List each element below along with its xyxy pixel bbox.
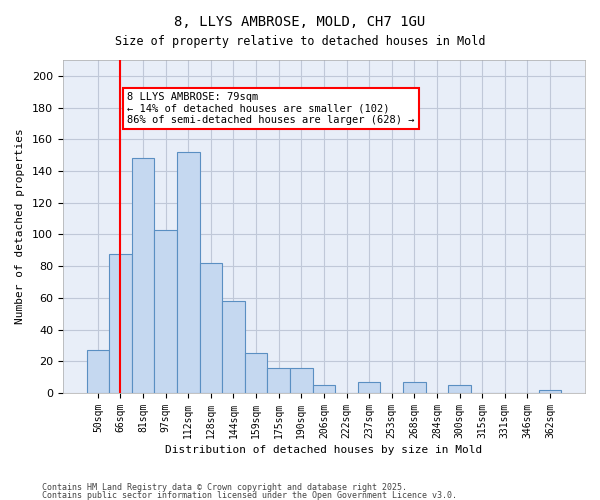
Bar	[358, 382, 380, 393]
Text: Size of property relative to detached houses in Mold: Size of property relative to detached ho…	[115, 35, 485, 48]
Bar	[403, 382, 425, 393]
Bar	[109, 254, 132, 393]
Bar	[177, 152, 200, 393]
Bar	[539, 390, 561, 393]
Text: Contains HM Land Registry data © Crown copyright and database right 2025.: Contains HM Land Registry data © Crown c…	[42, 483, 407, 492]
Text: 8, LLYS AMBROSE, MOLD, CH7 1GU: 8, LLYS AMBROSE, MOLD, CH7 1GU	[175, 15, 425, 29]
Bar	[290, 368, 313, 393]
Y-axis label: Number of detached properties: Number of detached properties	[15, 128, 25, 324]
Bar	[448, 385, 471, 393]
X-axis label: Distribution of detached houses by size in Mold: Distribution of detached houses by size …	[165, 445, 482, 455]
Bar	[222, 301, 245, 393]
Bar	[245, 354, 268, 393]
Bar	[200, 263, 222, 393]
Text: Contains public sector information licensed under the Open Government Licence v3: Contains public sector information licen…	[42, 490, 457, 500]
Bar	[313, 385, 335, 393]
Bar	[86, 350, 109, 393]
Text: 8 LLYS AMBROSE: 79sqm
← 14% of detached houses are smaller (102)
86% of semi-det: 8 LLYS AMBROSE: 79sqm ← 14% of detached …	[127, 92, 415, 125]
Bar	[268, 368, 290, 393]
Bar	[132, 158, 154, 393]
Bar	[154, 230, 177, 393]
